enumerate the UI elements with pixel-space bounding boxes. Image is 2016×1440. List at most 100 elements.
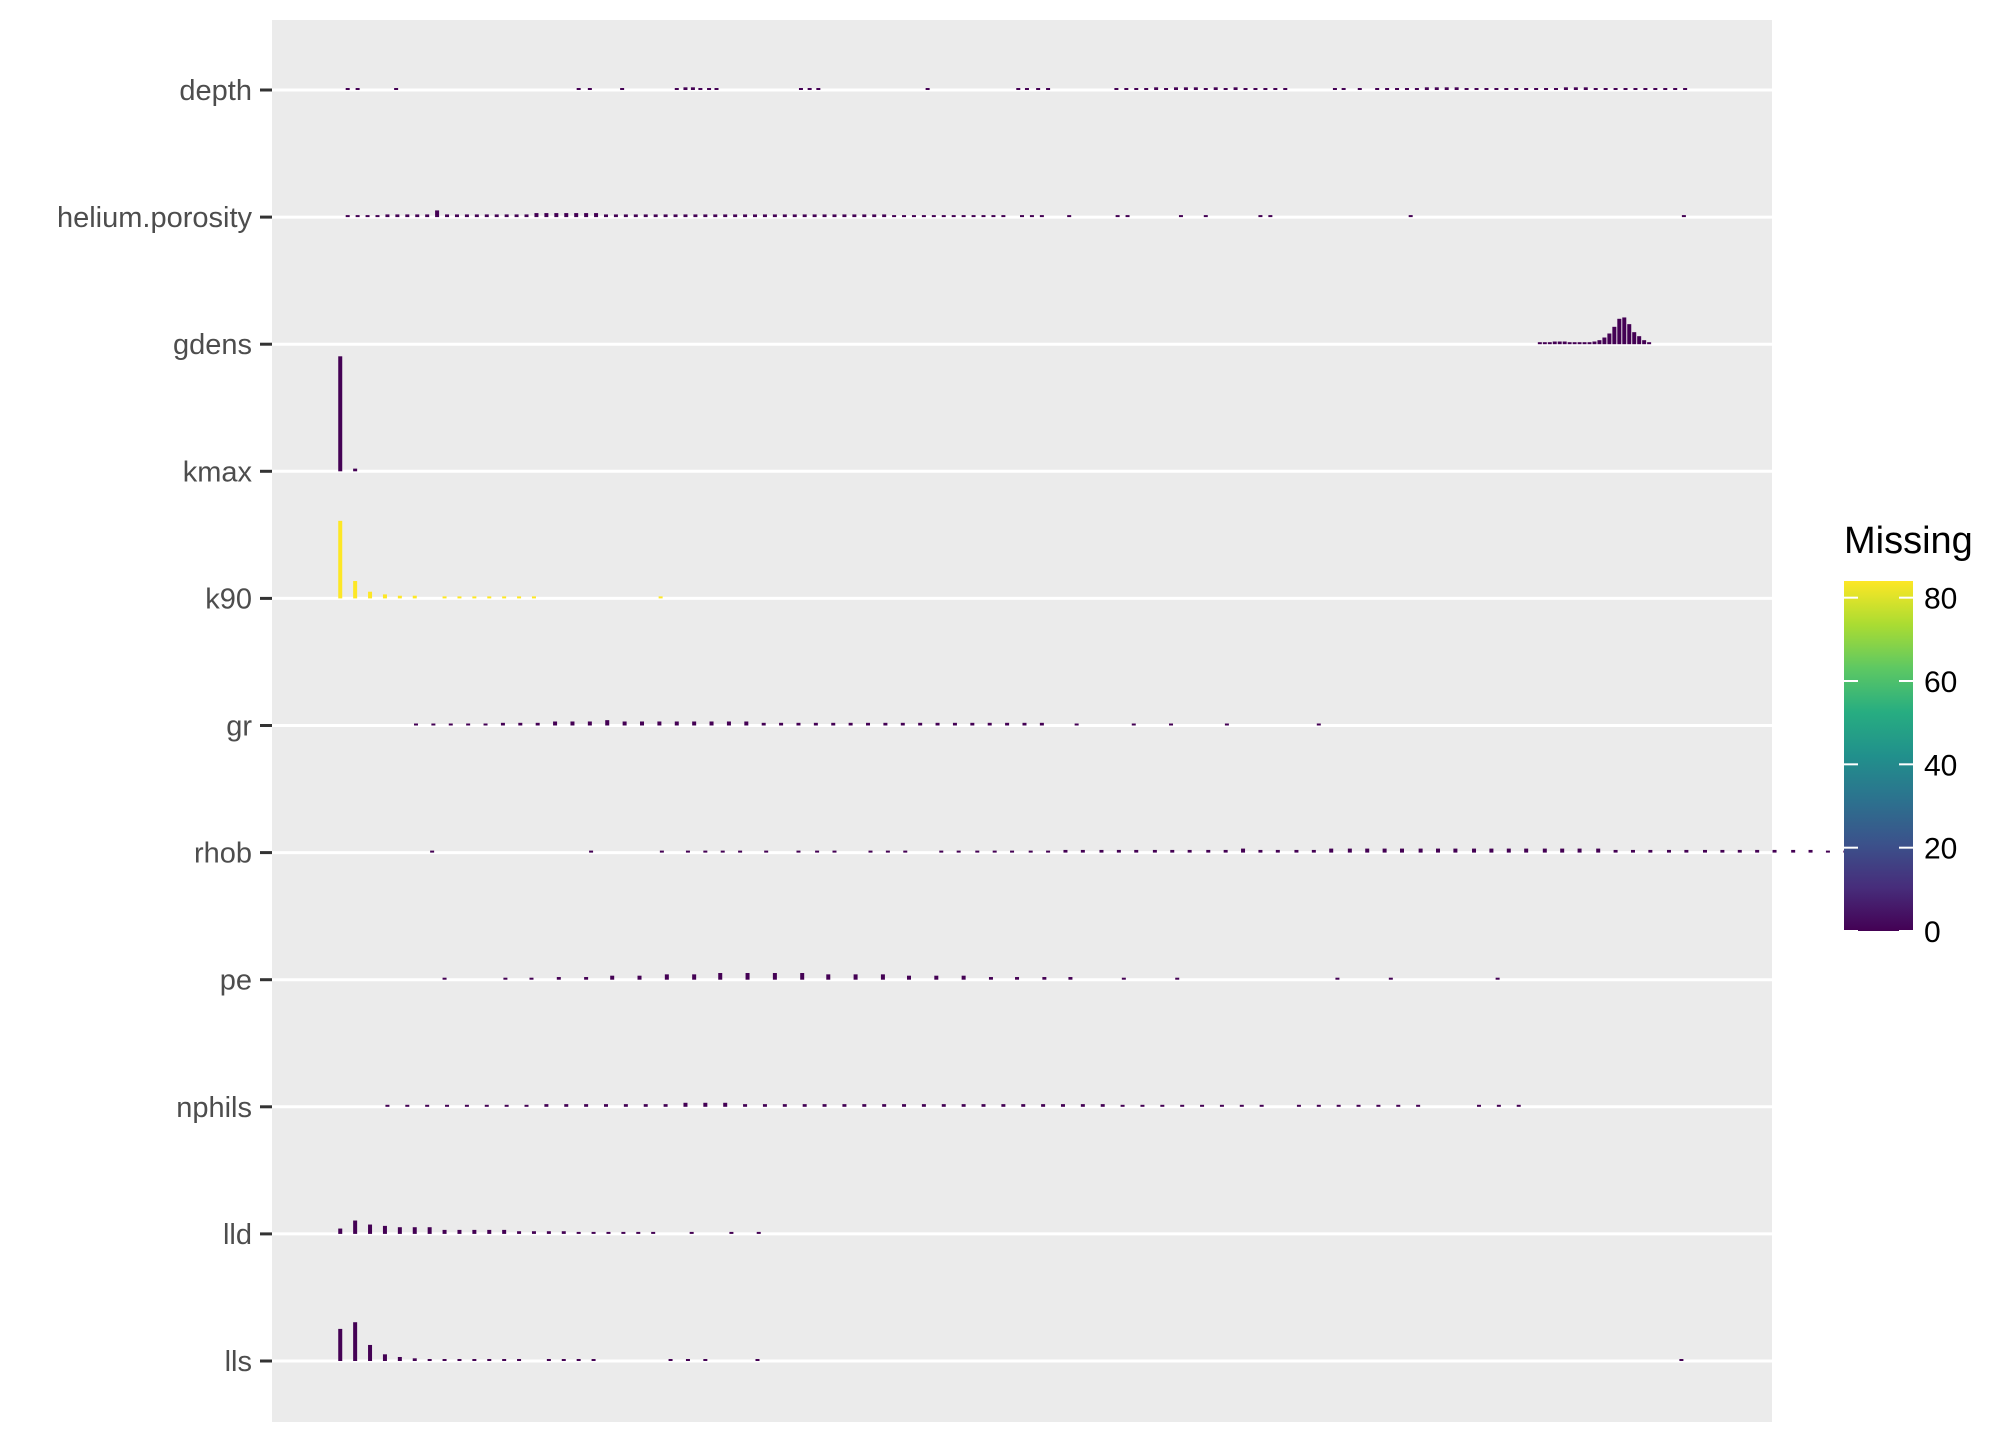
- legend-tick-label: 0: [1924, 916, 1941, 949]
- histogram-bar: [474, 214, 479, 218]
- histogram-bar: [952, 722, 957, 726]
- histogram-bar: [1294, 849, 1299, 853]
- histogram-bar: [554, 213, 559, 218]
- histogram-bar: [430, 850, 435, 853]
- histogram-bar: [353, 581, 358, 599]
- legend-title: Missing: [1844, 520, 1973, 562]
- histogram-bar: [902, 1104, 907, 1107]
- histogram-bar: [623, 214, 628, 218]
- histogram-bar: [1572, 342, 1577, 345]
- histogram-bar: [1152, 849, 1157, 853]
- histogram-bar: [1180, 1104, 1185, 1107]
- histogram-bar: [842, 214, 847, 218]
- histogram-bar: [703, 850, 708, 853]
- histogram-bar: [868, 850, 873, 853]
- histogram-bar: [685, 1359, 690, 1361]
- histogram-bar: [587, 721, 592, 726]
- histogram-bar: [397, 1356, 402, 1361]
- histogram-bar: [1552, 341, 1557, 345]
- histogram-bar: [435, 210, 440, 218]
- histogram-bar: [345, 215, 350, 218]
- histogram-bar: [1213, 87, 1218, 90]
- histogram-bar: [603, 1104, 608, 1107]
- histogram-bar: [564, 213, 569, 218]
- histogram-bar: [382, 1225, 387, 1234]
- histogram-bar: [442, 596, 447, 599]
- histogram-bar: [1316, 723, 1321, 726]
- legend-tick-label: 20: [1924, 833, 1957, 866]
- histogram-bar: [1365, 848, 1370, 853]
- histogram-bar: [1524, 88, 1529, 90]
- histogram-bar: [651, 1231, 656, 1234]
- y-tick-label: rhob: [194, 838, 252, 870]
- histogram-bar: [576, 1231, 581, 1234]
- histogram-bar: [961, 215, 966, 218]
- histogram-bar: [991, 215, 996, 218]
- histogram-bar: [1553, 88, 1558, 90]
- histogram-bar: [703, 214, 708, 218]
- histogram-bar: [826, 974, 831, 980]
- histogram-bar: [720, 850, 725, 853]
- histogram-bar: [397, 1227, 402, 1234]
- histogram-bar: [368, 1224, 373, 1234]
- histogram-bar: [1376, 1104, 1381, 1107]
- histogram-bar: [1388, 977, 1393, 980]
- histogram-bar: [1114, 88, 1119, 90]
- histogram-bar: [576, 1359, 581, 1361]
- histogram-bar: [862, 214, 867, 218]
- histogram-bar: [546, 1359, 551, 1361]
- histogram-bar: [1335, 977, 1340, 980]
- histogram-bar: [427, 1359, 432, 1361]
- histogram-bar: [816, 88, 821, 90]
- histogram-bar: [693, 214, 698, 218]
- histogram-bar: [1021, 1104, 1026, 1107]
- histogram-bar: [1273, 88, 1278, 90]
- histogram-bar: [1772, 849, 1777, 853]
- histogram-bar: [1219, 1104, 1224, 1107]
- histogram-bar: [1039, 215, 1044, 218]
- histogram-bar: [524, 1104, 529, 1107]
- legend-tick-label: 80: [1924, 583, 1957, 616]
- histogram-bar: [395, 214, 400, 218]
- histogram-bar: [772, 973, 777, 980]
- histogram-bar: [1627, 324, 1632, 345]
- histogram-bar: [484, 1104, 489, 1107]
- histogram-bar: [726, 721, 731, 726]
- histogram-bar: [1001, 215, 1006, 218]
- histogram-bar: [975, 850, 980, 853]
- histogram-bar: [1414, 88, 1419, 90]
- histogram-bar: [457, 596, 462, 599]
- histogram-bar: [792, 214, 797, 218]
- histogram-bar: [802, 214, 807, 218]
- histogram-bar: [643, 1104, 648, 1107]
- histogram-bar: [798, 88, 803, 90]
- y-tick-label: lld: [223, 1219, 252, 1251]
- histogram-bar: [524, 214, 529, 218]
- histogram-bar: [487, 596, 492, 599]
- histogram-bar: [723, 1102, 728, 1107]
- histogram-bar: [1534, 88, 1539, 90]
- y-tick-label: depth: [179, 75, 252, 107]
- histogram-bar: [755, 1359, 760, 1361]
- histogram-bar: [502, 1359, 507, 1361]
- histogram-bar: [1622, 317, 1627, 345]
- histogram-bar: [1206, 849, 1211, 853]
- histogram-bar: [412, 1227, 417, 1234]
- histogram-bar: [1223, 849, 1228, 853]
- histogram-bar: [1296, 1104, 1301, 1107]
- legend-ticks: 0 20 40 60 80: [1844, 583, 1957, 949]
- histogram-bar: [1239, 1104, 1244, 1107]
- histogram-bar: [1653, 88, 1658, 90]
- histogram-bar: [394, 88, 399, 90]
- histogram-bar: [1046, 88, 1051, 90]
- histogram-bar: [1436, 848, 1441, 853]
- histogram-bar: [1357, 88, 1362, 90]
- histogram-bar: [1542, 848, 1547, 853]
- histogram-bar: [832, 214, 837, 218]
- histogram-bar: [1643, 88, 1648, 90]
- histogram-bar: [883, 722, 888, 726]
- histogram-bar: [1341, 88, 1346, 90]
- histogram-bar: [345, 88, 350, 90]
- histogram-bar: [1253, 88, 1258, 90]
- histogram-bar: [738, 850, 743, 853]
